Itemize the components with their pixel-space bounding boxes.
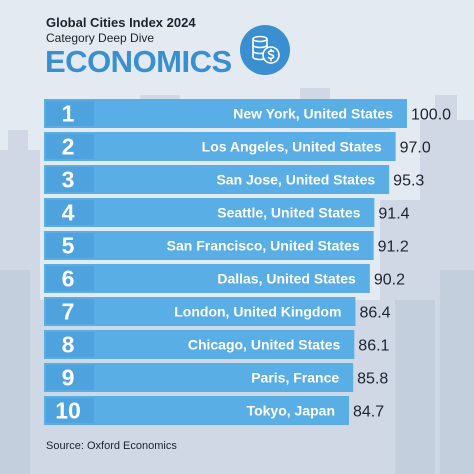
value-label: 84.7 xyxy=(353,404,384,421)
value-label: 97.0 xyxy=(400,140,431,157)
value-label: 91.4 xyxy=(378,206,409,223)
city-label: London, United Kingdom xyxy=(174,304,341,320)
report-subtitle: Category Deep Dive xyxy=(46,31,155,45)
bar-row: 1 New York, United States 100.0 xyxy=(44,99,451,128)
coins-dollar-icon xyxy=(240,25,290,75)
bar xyxy=(44,165,390,194)
value-label: 86.1 xyxy=(358,338,389,355)
bar xyxy=(44,231,374,260)
bar xyxy=(44,396,349,425)
rank-cell xyxy=(46,299,94,324)
rank-cell xyxy=(46,134,94,159)
rank-label: 7 xyxy=(62,299,75,325)
rank-cell xyxy=(46,266,94,291)
bar-row: 6 Dallas, United States 90.2 xyxy=(44,264,405,293)
value-label: 95.3 xyxy=(393,173,424,190)
city-label: Tokyo, Japan xyxy=(247,403,335,419)
bar xyxy=(44,297,356,326)
rank-cell xyxy=(46,332,94,357)
rank-label: 5 xyxy=(62,233,75,259)
bar xyxy=(44,99,407,128)
bar-row: 2 Los Angeles, United States 97.0 xyxy=(44,132,431,161)
city-label: Chicago, United States xyxy=(188,337,341,353)
rank-cell xyxy=(46,167,94,192)
bar-row: 5 San Francisco, United States 91.2 xyxy=(44,231,409,260)
value-label: 100.0 xyxy=(411,107,451,124)
rank-label: 4 xyxy=(62,200,75,226)
rank-label: 1 xyxy=(62,101,75,127)
category-heading: ECONOMICS xyxy=(45,44,232,79)
bar-row: 8 Chicago, United States 86.1 xyxy=(44,330,390,359)
city-label: Los Angeles, United States xyxy=(202,139,382,155)
rank-label: 2 xyxy=(62,134,75,160)
rank-cell xyxy=(46,398,94,423)
rank-cell xyxy=(46,365,94,390)
bar-row: 4 Seattle, United States 91.4 xyxy=(44,198,410,227)
rank-label: 6 xyxy=(62,266,75,292)
report-title: Global Cities Index 2024 xyxy=(46,15,196,30)
bar xyxy=(44,132,396,161)
city-label: Seattle, United States xyxy=(217,205,360,221)
value-label: 90.2 xyxy=(374,272,405,289)
rank-cell xyxy=(46,101,94,126)
bar-row: 7 London, United Kingdom 86.4 xyxy=(44,297,391,326)
value-label: 91.2 xyxy=(378,239,409,256)
rank-label: 9 xyxy=(62,365,75,391)
rank-label: 10 xyxy=(55,398,81,424)
city-label: Dallas, United States xyxy=(217,271,356,287)
bar-row: 3 San Jose, United States 95.3 xyxy=(44,165,424,194)
bar-row: 10 Tokyo, Japan 84.7 xyxy=(44,396,384,425)
bar xyxy=(44,264,370,293)
value-label: 86.4 xyxy=(359,305,390,322)
city-label: San Francisco, United States xyxy=(167,238,360,254)
rank-cell xyxy=(46,200,94,225)
city-label: San Jose, United States xyxy=(216,172,375,188)
bar xyxy=(44,198,375,227)
rank-label: 8 xyxy=(62,332,75,358)
rank-cell xyxy=(46,233,94,258)
city-label: Paris, France xyxy=(251,370,339,386)
bar xyxy=(44,363,354,392)
bar-row: 9 Paris, France 85.8 xyxy=(44,363,388,392)
city-label: New York, United States xyxy=(233,106,393,122)
source-note: Source: Oxford Economics xyxy=(46,440,177,452)
value-label: 85.8 xyxy=(357,371,388,388)
rank-label: 3 xyxy=(62,167,75,193)
bar xyxy=(44,330,355,359)
